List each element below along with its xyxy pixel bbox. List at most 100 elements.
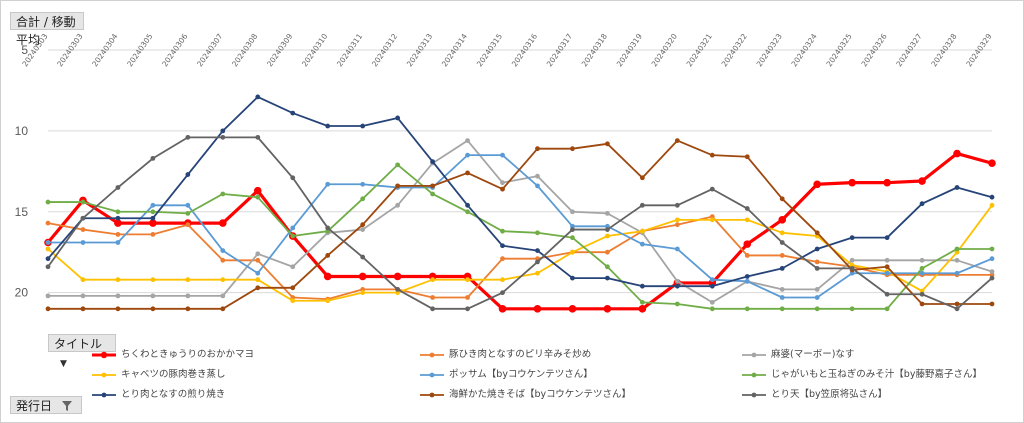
legend-marker [92,351,116,358]
data-point [45,220,51,226]
data-point [848,178,856,187]
data-point [150,155,156,161]
value-field-label: 合計 / 移動平均 [16,15,76,47]
data-point [954,257,960,263]
data-point [743,240,752,248]
data-point [45,240,51,245]
data-point [605,210,610,216]
legend-label: キャベツの豚肉巻き蒸し [121,369,226,380]
data-point [779,295,785,300]
data-point [220,248,226,253]
data-point [849,265,855,271]
data-point [603,305,612,313]
data-point [500,228,505,234]
data-point [639,175,645,181]
data-point [744,274,750,279]
data-point [570,146,575,152]
data-point [498,305,507,313]
series-line [48,154,993,299]
data-point [605,233,610,239]
data-point [988,159,996,168]
data-point [639,283,645,289]
data-point [605,227,610,232]
data-point [639,228,645,234]
data-point [465,138,470,143]
data-point [255,194,261,200]
data-point [150,293,156,299]
data-point [919,201,925,207]
data-point [150,209,156,215]
data-point [325,123,331,129]
legend-item: じゃがいもと玉ねぎのみそ汁【by藤野嘉子さん】 [742,368,982,382]
data-point [115,277,121,283]
data-point [744,206,750,211]
data-point [535,146,540,152]
data-point [255,134,261,140]
data-point [570,227,575,232]
legend-item: 麻婆(マーボー)なす [742,348,854,362]
data-point [709,299,715,305]
legend-label: 海鮮かた焼きそば【byコウケンテツさん】 [449,389,631,400]
data-point [989,256,995,262]
legend-label: じゃがいもと玉ねぎのみそ汁【by藤野嘉子さん】 [771,369,982,380]
data-point [919,270,925,276]
data-point [185,202,191,208]
data-point [814,306,820,312]
data-point [220,257,226,263]
series-line [48,139,993,304]
data-point [744,278,750,284]
data-point [954,246,960,252]
data-point [605,275,610,281]
data-point [814,230,820,236]
data-point [45,264,51,270]
data-point [814,246,820,252]
dropdown-arrow-icon[interactable]: ▼ [60,359,67,369]
data-point [360,227,366,232]
data-point [149,219,157,227]
data-point [674,222,680,228]
filter-icon[interactable] [61,398,72,411]
data-point [255,277,261,283]
legend-marker [742,352,766,357]
data-point [709,186,715,192]
data-point [500,180,505,186]
data-point [358,272,367,281]
data-point [290,175,296,181]
data-point [989,269,995,275]
data-point [465,170,470,176]
value-field-button[interactable]: 合計 / 移動平均 [10,12,84,47]
data-point [535,183,540,189]
data-point [325,298,331,304]
data-point [45,246,51,252]
data-point [255,270,261,276]
data-point [430,159,435,165]
data-point [360,196,366,202]
data-point [709,152,715,158]
data-point [884,306,890,312]
data-point [674,217,680,223]
legend-item: ちくわときゅうりのおかかマヨ [92,348,254,362]
data-point [814,295,820,300]
data-point [360,181,366,187]
data-point [779,306,785,312]
data-point [115,232,121,237]
axis-field-button[interactable]: 発行日 [10,396,82,414]
data-point [884,291,890,297]
data-point [884,270,890,276]
data-point [395,115,401,121]
data-point [150,215,156,221]
data-point [500,290,505,296]
data-point [114,219,122,227]
y-tick-label: 15 [15,205,29,219]
data-point [393,272,402,281]
legend-item: キャベツの豚肉巻き蒸し [92,368,226,382]
data-point [570,275,575,281]
data-point [220,306,226,312]
data-point [290,264,296,270]
data-point [500,256,505,262]
data-point [430,277,435,283]
series-field-button[interactable]: タイトル ▼ [48,334,116,369]
data-point [115,306,121,312]
data-point [639,202,645,208]
data-point [290,298,296,304]
